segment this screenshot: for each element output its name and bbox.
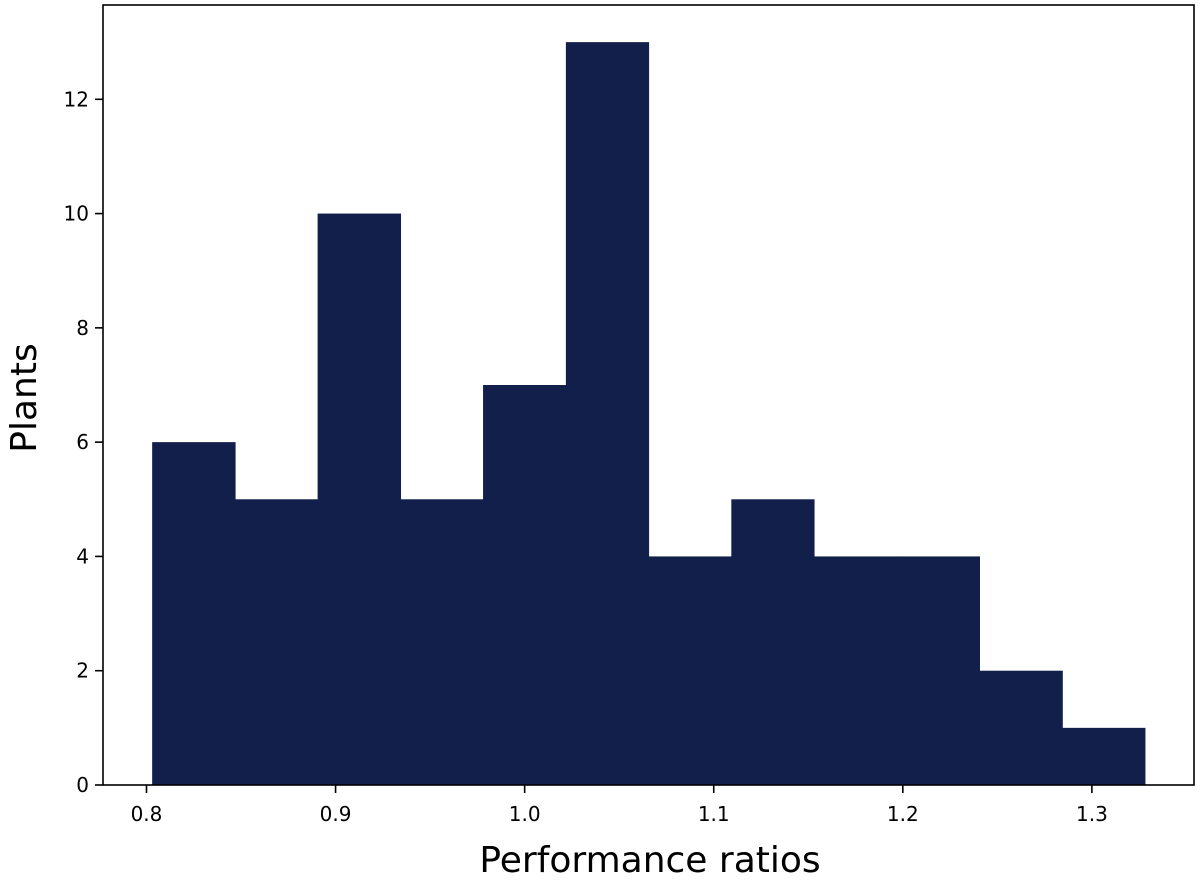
histogram-bar xyxy=(648,556,732,785)
y-tick-label: 2 xyxy=(76,659,89,683)
plot-frame xyxy=(102,4,1195,786)
histogram-bar xyxy=(152,442,236,785)
x-tick-label: 1.0 xyxy=(509,802,541,826)
y-axis-ticks: 0 2 4 6 8 10 12 xyxy=(64,87,103,797)
x-axis-ticks: 0.8 0.9 1.0 1.1 1.2 1.3 xyxy=(131,785,1108,826)
histogram-bar xyxy=(979,670,1063,785)
y-tick-label: 0 xyxy=(76,773,89,797)
x-tick-label: 0.8 xyxy=(131,802,163,826)
histogram-bar xyxy=(483,385,567,785)
y-tick-label: 12 xyxy=(64,87,89,111)
x-tick-label: 1.3 xyxy=(1076,802,1108,826)
y-tick-label: 6 xyxy=(76,430,89,454)
histogram-bar xyxy=(400,499,484,785)
y-tick-label: 10 xyxy=(64,202,89,226)
x-axis-label: Performance ratios xyxy=(479,840,820,880)
bars-group xyxy=(152,42,1146,786)
y-tick-label: 4 xyxy=(76,544,89,568)
histogram-bar xyxy=(813,556,898,785)
x-tick-label: 1.1 xyxy=(698,802,730,826)
x-tick-label: 1.2 xyxy=(887,802,919,826)
histogram-bar xyxy=(731,499,815,785)
x-tick-label: 0.9 xyxy=(320,802,352,826)
histogram-bar xyxy=(234,499,319,785)
y-tick-label: 8 xyxy=(76,316,89,340)
histogram-bar xyxy=(565,42,650,785)
histogram-bar xyxy=(896,556,980,785)
histogram-bar xyxy=(317,213,402,786)
histogram-bar xyxy=(1062,727,1146,785)
y-axis-label: Plants xyxy=(4,343,45,452)
